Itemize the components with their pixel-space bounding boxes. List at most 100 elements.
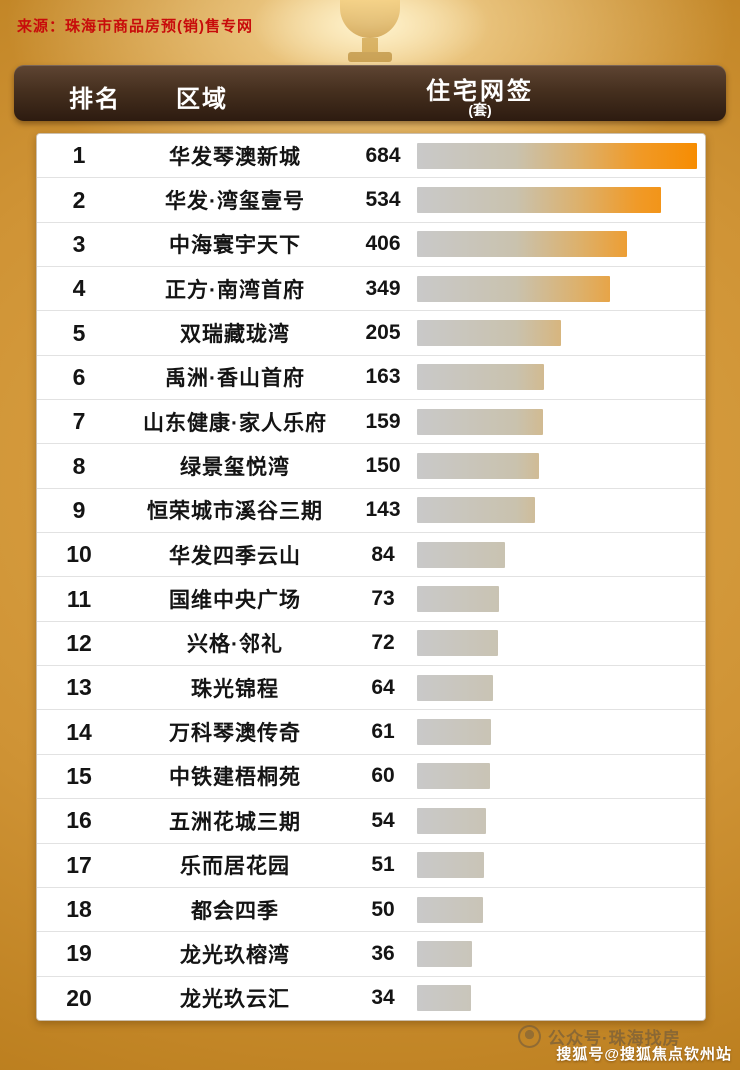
row-rank: 9 bbox=[72, 496, 86, 523]
row-bar-track bbox=[417, 275, 705, 302]
row-bar bbox=[417, 763, 490, 790]
row-rank: 5 bbox=[72, 319, 86, 346]
row-name: 华发·湾玺壹号 bbox=[165, 190, 305, 214]
row-bar-track bbox=[417, 807, 705, 834]
row-value: 205 bbox=[365, 321, 401, 345]
watermark: 公众号·珠海找房 bbox=[518, 1024, 681, 1049]
row-rank: 12 bbox=[66, 629, 92, 656]
row-name: 兴格·邻礼 bbox=[187, 633, 283, 657]
row-name: 中铁建梧桐苑 bbox=[169, 766, 301, 790]
row-name: 华发四季云山 bbox=[169, 544, 301, 568]
column-header-value: 住宅网签 bbox=[426, 78, 534, 105]
row-bar-track bbox=[417, 763, 705, 790]
row-name: 绿景玺悦湾 bbox=[180, 456, 290, 480]
row-name: 万科琴澳传奇 bbox=[169, 722, 301, 746]
row-rank: 8 bbox=[72, 452, 86, 479]
row-value: 159 bbox=[365, 409, 401, 433]
table-row: 17 乐而居花园 51 bbox=[37, 843, 705, 888]
row-name: 禹洲·香山首府 bbox=[165, 367, 305, 391]
row-value: 163 bbox=[365, 365, 401, 389]
row-value: 84 bbox=[371, 542, 395, 566]
row-value: 150 bbox=[365, 454, 401, 478]
table-row: 13 珠光锦程 64 bbox=[37, 666, 705, 711]
row-bar bbox=[417, 408, 543, 435]
row-rank: 14 bbox=[66, 718, 92, 745]
row-name: 都会四季 bbox=[191, 899, 279, 923]
row-name: 恒荣城市溪谷三期 bbox=[147, 500, 323, 524]
row-name: 龙光玖榕湾 bbox=[180, 943, 290, 967]
table-row: 14 万科琴澳传奇 61 bbox=[37, 710, 705, 755]
trophy-icon bbox=[330, 0, 410, 64]
row-value: 73 bbox=[371, 587, 395, 611]
footer-credit: 搜狐号@搜狐焦点钦州站 bbox=[556, 1046, 732, 1063]
row-value: 60 bbox=[371, 764, 395, 788]
row-rank: 17 bbox=[66, 851, 92, 878]
row-name: 龙光玖云汇 bbox=[180, 988, 290, 1012]
row-rank: 6 bbox=[72, 363, 86, 390]
row-rank: 16 bbox=[66, 807, 92, 834]
table-row: 15 中铁建梧桐苑 60 bbox=[37, 754, 705, 800]
row-bar-track bbox=[417, 852, 705, 879]
table-row: 16 五洲花城三期 54 bbox=[37, 799, 705, 844]
table-header: 排名 区域 住宅网签 (套) bbox=[14, 65, 726, 121]
row-bar bbox=[417, 320, 561, 347]
row-bar bbox=[417, 630, 498, 657]
row-bar bbox=[417, 497, 535, 524]
table-row: 12 兴格·邻礼 72 bbox=[37, 621, 705, 667]
table-row: 19 龙光玖榕湾 36 bbox=[37, 932, 705, 977]
row-bar bbox=[417, 852, 484, 879]
row-rank: 2 bbox=[72, 186, 86, 213]
table-row: 1 华发琴澳新城 684 bbox=[37, 134, 705, 179]
row-name: 双瑞藏珑湾 bbox=[180, 323, 290, 347]
row-bar bbox=[417, 453, 539, 480]
table-row: 10 华发四季云山 84 bbox=[37, 533, 705, 578]
row-value: 143 bbox=[365, 498, 401, 522]
row-bar-track bbox=[417, 320, 705, 347]
row-name: 华发琴澳新城 bbox=[169, 145, 301, 169]
row-value: 349 bbox=[365, 276, 401, 300]
row-name: 五洲花城三期 bbox=[169, 810, 301, 834]
row-rank: 7 bbox=[72, 408, 86, 435]
table-row: 6 禹洲·香山首府 163 bbox=[37, 355, 705, 401]
row-bar-track bbox=[417, 719, 705, 746]
row-value: 684 bbox=[365, 143, 401, 167]
row-bar-track bbox=[417, 364, 705, 391]
row-bar-track bbox=[417, 497, 705, 524]
row-name: 乐而居花园 bbox=[180, 855, 290, 879]
table-row: 18 都会四季 50 bbox=[37, 887, 705, 933]
row-bar-track bbox=[417, 674, 705, 701]
row-bar-track bbox=[417, 940, 705, 967]
watermark-logo-icon bbox=[518, 1025, 541, 1048]
row-bar-track bbox=[417, 630, 705, 657]
table-row: 7 山东健康·家人乐府 159 bbox=[37, 400, 705, 445]
row-value: 51 bbox=[371, 853, 395, 877]
row-bar-track bbox=[417, 231, 705, 258]
row-rank: 10 bbox=[66, 541, 92, 568]
row-name: 国维中央广场 bbox=[169, 589, 301, 613]
row-bar bbox=[417, 896, 483, 923]
column-header-rank: 排名 bbox=[69, 86, 121, 113]
row-bar bbox=[417, 719, 491, 746]
row-bar bbox=[417, 187, 661, 214]
row-rank: 13 bbox=[66, 674, 92, 701]
row-bar bbox=[417, 807, 486, 834]
row-name: 正方·南湾首府 bbox=[165, 278, 305, 302]
column-header-area: 区域 bbox=[176, 86, 228, 113]
table-row: 5 双瑞藏珑湾 205 bbox=[37, 311, 705, 356]
table-row: 4 正方·南湾首府 349 bbox=[37, 267, 705, 312]
row-value: 50 bbox=[371, 897, 395, 921]
row-value: 61 bbox=[371, 720, 395, 744]
row-bar bbox=[417, 231, 627, 258]
table-row: 9 恒荣城市溪谷三期 143 bbox=[37, 488, 705, 534]
watermark-text: 公众号·珠海找房 bbox=[548, 1029, 681, 1048]
row-rank: 4 bbox=[72, 275, 86, 302]
row-rank: 20 bbox=[66, 984, 92, 1011]
row-value: 36 bbox=[371, 941, 395, 965]
row-bar-track bbox=[417, 541, 705, 568]
row-value: 54 bbox=[371, 808, 395, 832]
row-bar bbox=[417, 541, 505, 568]
row-rank: 19 bbox=[66, 940, 92, 967]
row-value: 72 bbox=[371, 631, 395, 655]
table-row: 3 中海寰宇天下 406 bbox=[37, 222, 705, 268]
row-bar-track bbox=[417, 453, 705, 480]
